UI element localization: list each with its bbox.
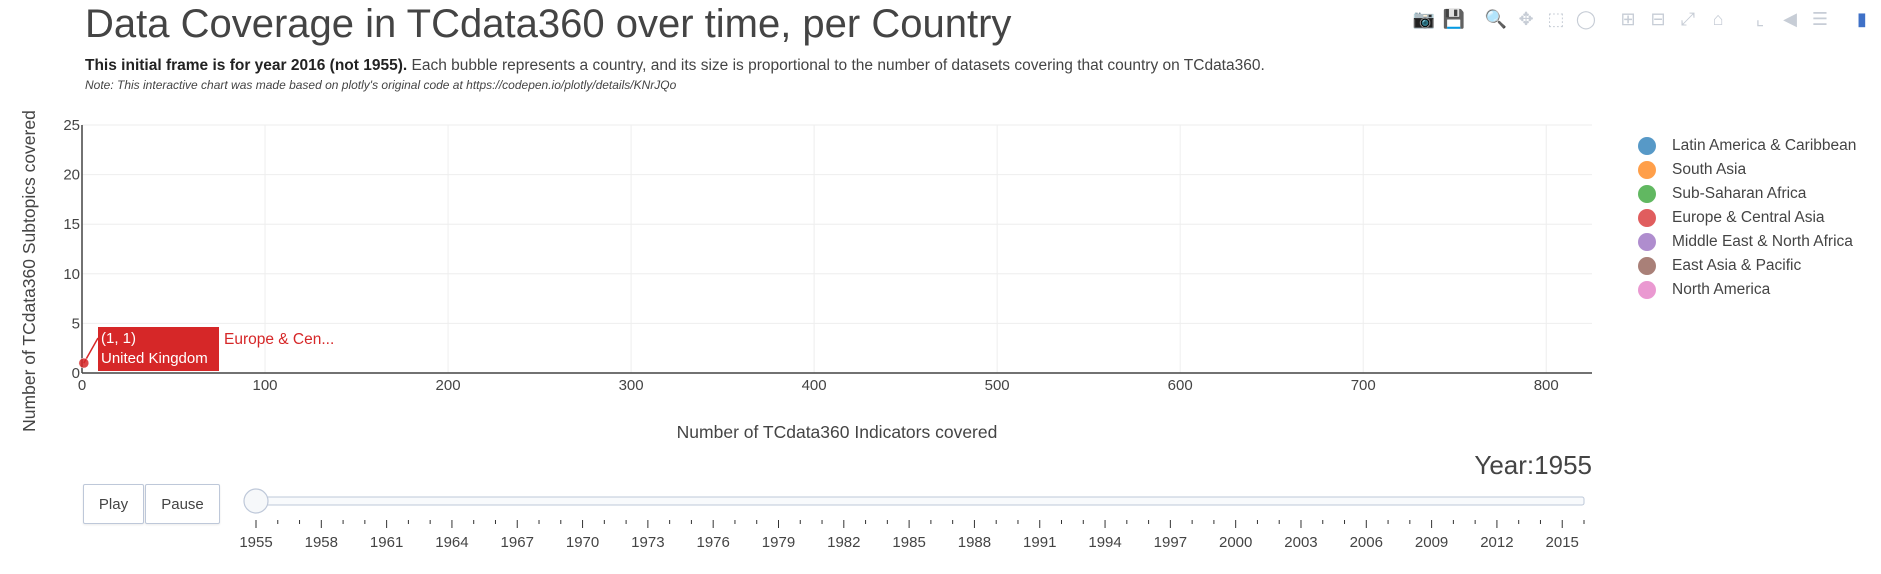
hover-closest-icon[interactable]: ◀ [1783, 8, 1797, 29]
legend-swatch [1638, 209, 1656, 227]
axis-layer: 0 100 200 300 400 500 600 700 800 0 5 10 15 20 25 Numbe… [19, 110, 1592, 442]
slider-tick-label: 1982 [827, 534, 860, 551]
zoom-in-icon[interactable]: ⊞ [1620, 8, 1636, 29]
hover-tooltip: (1, 1) United Kingdom [98, 327, 219, 371]
y-tick-label: 20 [63, 167, 80, 184]
data-point [78, 357, 90, 369]
plotly-logo-icon[interactable]: ▮ [1857, 8, 1867, 29]
legend-item[interactable]: North America [1638, 278, 1856, 302]
legend-swatch [1638, 233, 1656, 251]
hover-coords: (1, 1) [101, 330, 137, 347]
chart-note: Note: This interactive chart was made ba… [85, 78, 677, 92]
legend-label: Europe & Central Asia [1672, 209, 1825, 226]
legend-item[interactable]: East Asia & Pacific [1638, 254, 1856, 278]
legend-swatch [1638, 257, 1656, 275]
slider-tick-label: 1964 [435, 534, 468, 551]
slider-tick-label: 1961 [370, 534, 403, 551]
slider-tick-label: 1967 [501, 534, 534, 551]
slider-tick-label: 2000 [1219, 534, 1252, 551]
x-tick-label: 100 [253, 377, 278, 394]
x-tick-label: 0 [78, 377, 86, 394]
legend-label: South Asia [1672, 161, 1747, 178]
slider-tick-label: 1979 [762, 534, 795, 551]
zoom-out-icon[interactable]: ⊟ [1650, 8, 1666, 29]
lasso-icon[interactable]: ◯ [1575, 8, 1597, 29]
modebar: 📷 💾 🔍 ✥ ⬚ ◯ ⊞ ⊟ ⤢ ⌂ ⌞ ◀ ☰ ▮ [1411, 6, 1875, 32]
hover-series-name: Europe & Cen... [224, 331, 335, 348]
x-tick-label: 400 [802, 377, 827, 394]
slider-tick-label: 2009 [1415, 534, 1448, 551]
year-label: Year:1955 [1474, 450, 1592, 480]
chart-title: Data Coverage in TCdata360 over time, pe… [85, 2, 1012, 46]
legend-item[interactable]: Latin America & Caribbean [1638, 134, 1856, 158]
x-tick-label: 700 [1351, 377, 1376, 394]
play-button[interactable]: Play [83, 484, 144, 524]
spike-lines-icon[interactable]: ⌞ [1755, 8, 1765, 29]
x-tick-label: 500 [985, 377, 1010, 394]
slider-tick-label: 2003 [1284, 534, 1317, 551]
slider-layer: 1955 1958 1961 1964 1967 1970 1973 1976 1979 1982… [239, 488, 1585, 551]
slider-tick-label: 2015 [1546, 534, 1579, 551]
zoom-icon[interactable]: 🔍 [1484, 8, 1508, 29]
slider-grip[interactable] [243, 488, 269, 514]
legend-item[interactable]: Sub-Saharan Africa [1638, 182, 1856, 206]
autoscale-icon[interactable]: ⤢ [1680, 8, 1696, 29]
x-tick-label: 200 [436, 377, 461, 394]
chart-subtitle: This initial frame is for year 2016 (not… [85, 57, 1265, 75]
hover-point-label: United Kingdom [101, 350, 208, 367]
pause-button[interactable]: Pause [145, 484, 220, 524]
slider-tick-label: 1985 [892, 534, 925, 551]
grid-layer [82, 124, 1592, 373]
legend-item[interactable]: South Asia [1638, 158, 1856, 182]
camera-icon[interactable]: 📷 [1412, 8, 1436, 29]
y-tick-label: 0 [72, 365, 80, 382]
slider-tick-label: 1997 [1154, 534, 1187, 551]
subtitle-bold: This initial frame is for year 2016 (not… [85, 57, 408, 74]
legend-label: Latin America & Caribbean [1672, 137, 1857, 154]
legend-item[interactable]: Europe & Central Asia [1638, 206, 1856, 230]
slider-tick-label: 1976 [696, 534, 729, 551]
slider-tick-label: 2012 [1480, 534, 1513, 551]
y-tick-label: 5 [72, 315, 80, 332]
slider-tick-label: 1958 [305, 534, 338, 551]
slider-tick-label: 1955 [239, 534, 272, 551]
subtitle-rest: Each bubble represents a country, and it… [407, 57, 1265, 74]
x-tick-label: 600 [1168, 377, 1193, 394]
legend-label: East Asia & Pacific [1672, 257, 1802, 274]
save-icon[interactable]: 💾 [1442, 8, 1466, 29]
x-axis-title: Number of TCdata360 Indicators covered [677, 422, 998, 442]
legend-label: Middle East & North Africa [1672, 233, 1853, 250]
slider-tick-label: 1970 [566, 534, 599, 551]
y-axis-title: Number of TCdata360 Subtopics covered [19, 110, 39, 432]
points-layer [78, 337, 99, 369]
slider-rail[interactable] [247, 496, 1585, 506]
slider-tick-label: 1991 [1023, 534, 1056, 551]
slider-tick-label: 2006 [1350, 534, 1383, 551]
slider-tick-label: 1973 [631, 534, 664, 551]
legend-label: North America [1672, 281, 1771, 298]
x-tick-label: 300 [619, 377, 644, 394]
hover-compare-icon[interactable]: ☰ [1811, 8, 1829, 29]
pan-icon[interactable]: ✥ [1518, 8, 1534, 29]
y-tick-label: 25 [63, 117, 80, 134]
legend-swatch [1638, 185, 1656, 203]
y-tick-label: 10 [63, 266, 80, 283]
legend: Latin America & Caribbean South Asia Sub-S… [1638, 134, 1856, 302]
box-select-icon[interactable]: ⬚ [1547, 8, 1565, 29]
slider-tick-label: 1988 [958, 534, 991, 551]
home-icon[interactable]: ⌂ [1712, 8, 1724, 29]
slider-tick-label: 1994 [1088, 534, 1121, 551]
legend-swatch [1638, 137, 1656, 155]
x-tick-label: 800 [1534, 377, 1559, 394]
legend-label: Sub-Saharan Africa [1672, 185, 1807, 202]
legend-item[interactable]: Middle East & North Africa [1638, 230, 1856, 254]
legend-swatch [1638, 161, 1656, 179]
y-tick-label: 15 [63, 216, 80, 233]
legend-swatch [1638, 281, 1656, 299]
